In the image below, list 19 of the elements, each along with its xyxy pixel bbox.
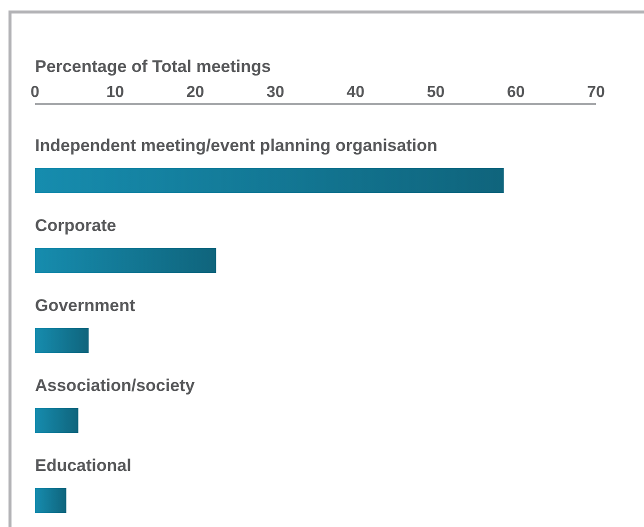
x-tick-label: 10 xyxy=(106,84,124,101)
y-tick-label: Educational xyxy=(35,456,132,475)
x-tick-label: 40 xyxy=(346,84,365,101)
bar xyxy=(35,408,78,433)
x-tick-label: 60 xyxy=(506,84,525,101)
y-tick-label: Association/society xyxy=(35,376,196,395)
x-tick-label: 0 xyxy=(30,84,40,101)
x-axis-title: Percentage of Total meetings xyxy=(35,57,271,76)
y-tick-label: Independent meeting/event planning organisation xyxy=(35,136,438,155)
y-tick-label: Corporate xyxy=(35,216,116,235)
x-tick-label: 70 xyxy=(587,84,605,101)
x-tick-label: 50 xyxy=(426,84,445,101)
x-tick-label: 20 xyxy=(186,84,204,101)
y-tick-label: Government xyxy=(35,296,136,315)
bar xyxy=(35,328,89,353)
bar xyxy=(35,168,504,193)
bar xyxy=(35,248,216,273)
x-tick-label: 30 xyxy=(266,84,284,101)
bar xyxy=(35,488,66,513)
